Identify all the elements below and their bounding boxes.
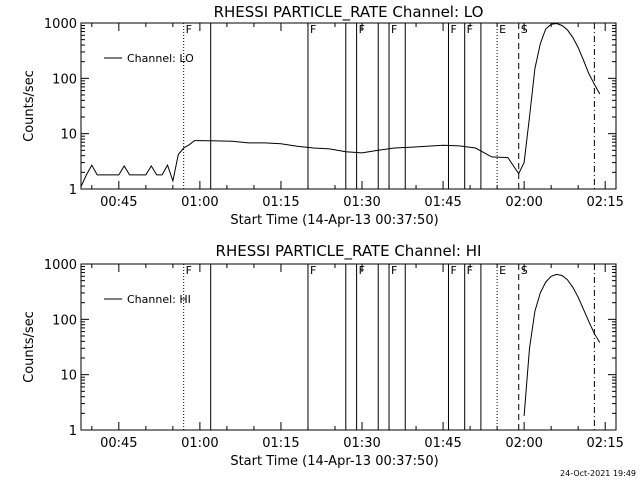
flag-label: E <box>499 264 506 277</box>
flag-label: F <box>310 23 316 36</box>
x-tick-label: 02:15 <box>586 195 623 210</box>
x-tick-label: 01:30 <box>343 195 380 210</box>
panel-channel-hi: RHESSI PARTICLE_RATE Channel: HI 00:45 01:… <box>22 242 624 469</box>
y-tick-label: 1 <box>69 183 77 198</box>
y-tick-label: 1 <box>69 424 77 439</box>
x-tick-label: 01:15 <box>262 195 299 210</box>
chart-title: RHESSI PARTICLE_RATE Channel: LO <box>214 3 484 22</box>
x-tick-label: 02:00 <box>505 436 542 451</box>
flag-label: S <box>521 264 528 277</box>
legend-label: Channel: HI <box>127 293 191 306</box>
y-axis-label: Counts/sec <box>22 70 37 142</box>
chart-title: RHESSI PARTICLE_RATE Channel: HI <box>216 242 482 261</box>
x-tick-label: 01:45 <box>424 195 461 210</box>
x-tick-label: 01:30 <box>343 436 380 451</box>
x-tick-label: 01:00 <box>181 195 218 210</box>
y-tick-label: 10 <box>60 369 77 384</box>
series-line <box>80 22 601 187</box>
plot-frame <box>80 22 617 190</box>
flag-label: F <box>467 23 473 36</box>
x-tick-label: 00:45 <box>100 436 137 451</box>
panel-channel-lo: RHESSI PARTICLE_RATE Channel: LO 00:45 01:… <box>22 3 624 228</box>
flag-label: S <box>521 23 528 36</box>
x-tick-label: 02:15 <box>586 436 623 451</box>
x-tick-label: 00:45 <box>100 195 137 210</box>
flag-label: F <box>359 23 365 36</box>
y-axis-label: Counts/sec <box>22 311 37 383</box>
flag-label: F <box>391 23 397 36</box>
y-tick-label: 10 <box>60 128 77 143</box>
x-axis-label: Start Time (14-Apr-13 00:37:50) <box>230 454 438 469</box>
flag-label: F <box>186 264 192 277</box>
flag-label: F <box>391 264 397 277</box>
y-tick-label: 100 <box>52 313 77 328</box>
y-tick-label: 100 <box>52 72 77 87</box>
x-tick-label: 01:45 <box>424 436 461 451</box>
flag-label: F <box>450 264 456 277</box>
y-tick-label: 1000 <box>44 17 77 32</box>
flag-label: F <box>450 23 456 36</box>
x-tick-label: 02:00 <box>505 195 542 210</box>
plot-frame <box>80 263 617 431</box>
flag-label: F <box>359 264 365 277</box>
legend-label: Channel: LO <box>127 52 194 65</box>
flag-label: F <box>186 23 192 36</box>
flag-label: F <box>310 264 316 277</box>
y-tick-label: 1000 <box>44 258 77 273</box>
x-tick-label: 01:15 <box>262 436 299 451</box>
series-line <box>523 273 601 416</box>
x-axis-label: Start Time (14-Apr-13 00:37:50) <box>230 213 438 228</box>
footer-timestamp: 24-Oct-2021 19:49 <box>560 469 636 478</box>
x-tick-label: 01:00 <box>181 436 218 451</box>
flag-label: E <box>499 23 506 36</box>
flag-label: F <box>467 264 473 277</box>
